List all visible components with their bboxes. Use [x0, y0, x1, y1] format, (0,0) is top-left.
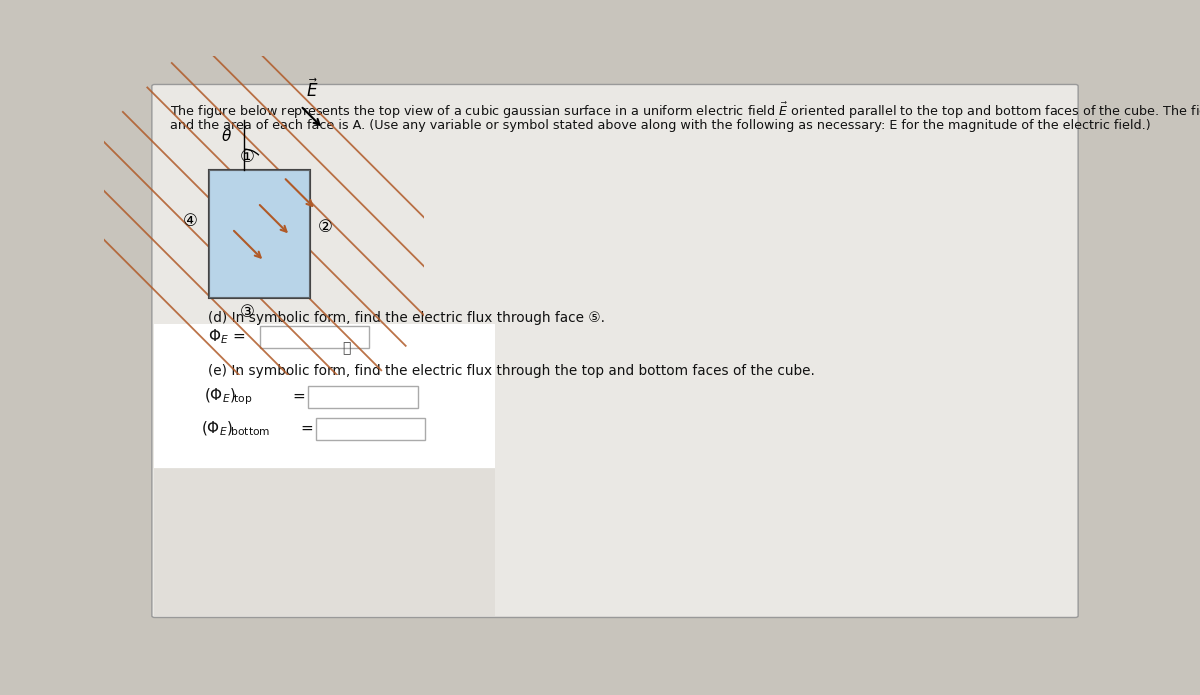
Text: ⓘ: ⓘ: [342, 341, 350, 355]
Text: $\left(\Phi_E\right)_{\!\mathrm{top}}$: $\left(\Phi_E\right)_{\!\mathrm{top}}$: [204, 386, 252, 407]
Text: $\theta$: $\theta$: [222, 127, 233, 144]
Text: (e) In symbolic form, find the electric flux through the top and bottom faces of: (e) In symbolic form, find the electric …: [208, 363, 815, 378]
Text: =: =: [293, 389, 305, 404]
Text: ④: ④: [182, 212, 198, 230]
Bar: [308, 386, 418, 408]
FancyBboxPatch shape: [154, 468, 496, 616]
Text: ③: ③: [240, 303, 254, 321]
Text: =: =: [301, 421, 313, 436]
Text: ②: ②: [318, 218, 332, 236]
Text: $\left(\Phi_E\right)_{\!\mathrm{bottom}}$: $\left(\Phi_E\right)_{\!\mathrm{bottom}}…: [202, 419, 270, 438]
Text: ①: ①: [240, 148, 254, 166]
Text: and the area of each face is A. (Use any variable or symbol stated above along w: and the area of each face is A. (Use any…: [170, 120, 1151, 132]
Bar: [209, 170, 310, 297]
FancyBboxPatch shape: [152, 85, 1078, 617]
Text: (d) In symbolic form, find the electric flux through face ⑤.: (d) In symbolic form, find the electric …: [208, 311, 605, 325]
Text: The figure below represents the top view of a cubic gaussian surface in a unifor: The figure below represents the top view…: [170, 101, 1200, 122]
Bar: [316, 418, 425, 441]
FancyBboxPatch shape: [154, 324, 496, 469]
Text: $\vec{E}$: $\vec{E}$: [306, 79, 318, 101]
Text: $\Phi_E$ =: $\Phi_E$ =: [208, 327, 245, 346]
Bar: [209, 170, 310, 297]
Bar: [259, 326, 370, 348]
